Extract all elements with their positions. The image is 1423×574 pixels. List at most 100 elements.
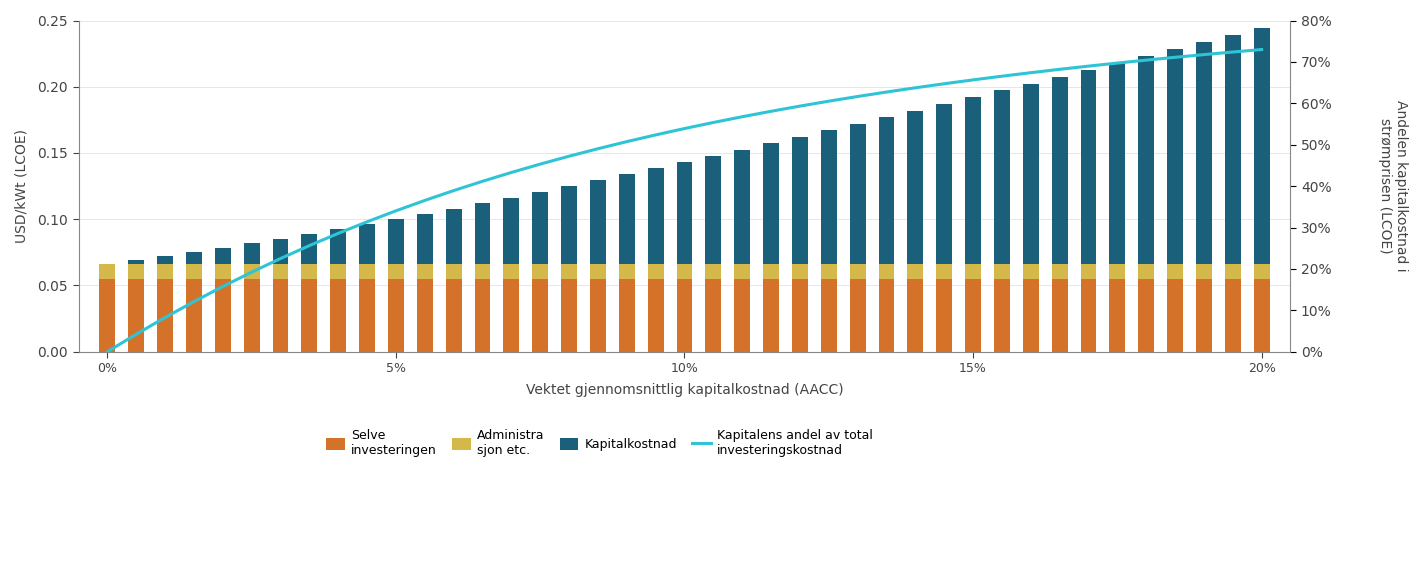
Bar: [388, 219, 404, 264]
Bar: [100, 264, 115, 279]
Bar: [532, 264, 548, 279]
Bar: [128, 264, 144, 279]
Y-axis label: USD/kWt (LCOE): USD/kWt (LCOE): [16, 129, 28, 243]
Bar: [1080, 70, 1096, 264]
Bar: [474, 279, 491, 352]
Bar: [647, 279, 663, 352]
Bar: [273, 279, 289, 352]
Bar: [215, 264, 231, 279]
Bar: [850, 124, 865, 264]
Bar: [359, 224, 376, 264]
Bar: [302, 234, 317, 264]
Bar: [647, 168, 663, 264]
Bar: [1195, 279, 1212, 352]
Bar: [157, 279, 174, 352]
Bar: [878, 264, 895, 279]
Bar: [936, 279, 952, 352]
Bar: [850, 279, 865, 352]
Bar: [1052, 279, 1067, 352]
Bar: [1225, 35, 1241, 264]
Bar: [417, 279, 433, 352]
Bar: [128, 279, 144, 352]
Bar: [821, 279, 837, 352]
Bar: [908, 111, 924, 264]
Bar: [1023, 84, 1039, 264]
Bar: [793, 264, 808, 279]
Bar: [734, 150, 750, 264]
Bar: [993, 264, 1010, 279]
Bar: [532, 192, 548, 264]
Bar: [1052, 264, 1067, 279]
Bar: [676, 279, 693, 352]
Bar: [417, 264, 433, 279]
Bar: [186, 264, 202, 279]
Bar: [243, 243, 259, 264]
Bar: [302, 279, 317, 352]
Bar: [936, 264, 952, 279]
Bar: [1023, 279, 1039, 352]
Bar: [1167, 49, 1183, 264]
Bar: [388, 264, 404, 279]
Bar: [676, 264, 693, 279]
Bar: [619, 279, 635, 352]
Bar: [1167, 264, 1183, 279]
Bar: [1225, 279, 1241, 352]
Bar: [474, 203, 491, 264]
Bar: [561, 264, 576, 279]
Bar: [157, 257, 174, 264]
Bar: [965, 279, 980, 352]
Y-axis label: Andelen kapitalkostnad i
strømprisen (LCOE): Andelen kapitalkostnad i strømprisen (LC…: [1377, 100, 1407, 272]
Bar: [936, 104, 952, 264]
Bar: [1080, 264, 1096, 279]
Bar: [561, 186, 576, 264]
Bar: [1080, 279, 1096, 352]
Bar: [1167, 279, 1183, 352]
Bar: [243, 264, 259, 279]
Bar: [100, 279, 115, 352]
Legend: Selve
investeringen, Administra
sjon etc., Kapitalkostnad, Kapitalens andel av t: Selve investeringen, Administra sjon etc…: [322, 424, 878, 462]
Bar: [878, 279, 895, 352]
Bar: [330, 264, 346, 279]
Bar: [706, 156, 721, 264]
Bar: [445, 208, 461, 264]
Bar: [821, 130, 837, 264]
Bar: [706, 264, 721, 279]
Bar: [504, 264, 519, 279]
Bar: [330, 229, 346, 264]
Bar: [908, 264, 924, 279]
Bar: [330, 279, 346, 352]
Bar: [965, 97, 980, 264]
Bar: [591, 180, 606, 264]
Bar: [821, 264, 837, 279]
Bar: [619, 174, 635, 264]
Bar: [359, 279, 376, 352]
Bar: [1254, 264, 1269, 279]
Bar: [302, 264, 317, 279]
Bar: [993, 279, 1010, 352]
Bar: [1254, 279, 1269, 352]
X-axis label: Vektet gjennomsnittlig kapitalkostnad (AACC): Vektet gjennomsnittlig kapitalkostnad (A…: [525, 383, 844, 397]
Bar: [676, 162, 693, 264]
Bar: [445, 264, 461, 279]
Bar: [993, 90, 1010, 264]
Bar: [417, 214, 433, 264]
Bar: [1138, 56, 1154, 264]
Bar: [273, 239, 289, 264]
Bar: [388, 279, 404, 352]
Bar: [504, 279, 519, 352]
Bar: [186, 252, 202, 264]
Bar: [1110, 264, 1126, 279]
Bar: [908, 279, 924, 352]
Bar: [1138, 264, 1154, 279]
Bar: [128, 261, 144, 264]
Bar: [965, 264, 980, 279]
Bar: [215, 248, 231, 264]
Bar: [474, 264, 491, 279]
Bar: [561, 279, 576, 352]
Bar: [273, 264, 289, 279]
Bar: [186, 279, 202, 352]
Bar: [359, 264, 376, 279]
Bar: [647, 264, 663, 279]
Bar: [734, 279, 750, 352]
Bar: [793, 279, 808, 352]
